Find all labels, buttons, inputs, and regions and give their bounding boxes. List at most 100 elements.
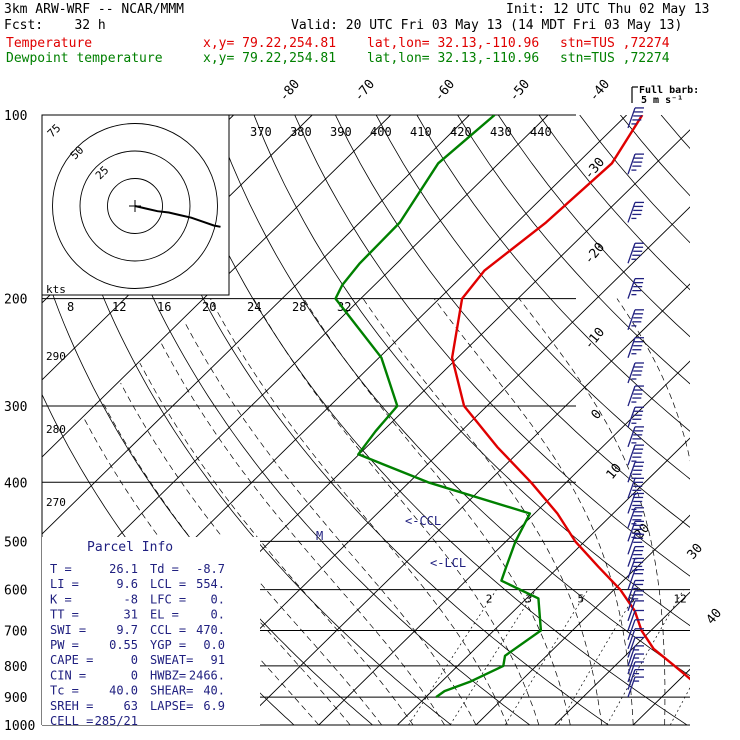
parcel-info: Parcel Info T = 26.1 Td = -8.7 LI = 9.6 LCL = 55… bbox=[42, 537, 260, 728]
theta-label: 400 bbox=[370, 125, 392, 139]
parcel-key: YGP = bbox=[150, 638, 186, 652]
parcel-value: -8 bbox=[124, 592, 138, 606]
top-temp-label: -60 bbox=[432, 77, 459, 105]
wind-barb bbox=[627, 610, 636, 631]
hodograph-ring bbox=[52, 123, 218, 289]
dry-adiabat bbox=[90, 115, 531, 725]
dewpoint-station: stn=TUS ,72274 bbox=[560, 51, 670, 66]
ccl-annotation: <-CCL bbox=[405, 514, 441, 528]
parcel-value: 9.7 bbox=[116, 623, 138, 637]
dry-adiabat bbox=[253, 115, 690, 627]
hodograph-ring bbox=[107, 178, 163, 234]
wind-barb bbox=[627, 637, 636, 658]
moist-adiabat bbox=[616, 298, 690, 462]
mixing-ratio-line bbox=[449, 589, 537, 725]
pressure-label: 500 bbox=[4, 535, 27, 550]
valid-time: Valid: 20 UTC Fri 03 May 13 (14 MDT Fri … bbox=[291, 18, 683, 33]
parcel-key: SWEAT= bbox=[150, 653, 193, 667]
temperature-legend: Temperature bbox=[6, 36, 93, 51]
barb-legend: Full barb:5 m s⁻¹ bbox=[631, 85, 699, 106]
hodograph-speed-label: 20 bbox=[202, 300, 216, 314]
parcel-key: TT = bbox=[50, 608, 79, 622]
dry-adiabat bbox=[660, 115, 690, 150]
temperature-xy: x,y= 79.22,254.81 bbox=[203, 36, 337, 51]
wind-barb bbox=[627, 309, 636, 331]
parcel-key: EL = bbox=[150, 608, 179, 622]
pressure-label: 900 bbox=[4, 691, 27, 706]
parcel-key: SREH = bbox=[50, 699, 93, 713]
wind-barb bbox=[627, 507, 636, 528]
parcel-key: K = bbox=[50, 592, 72, 606]
parcel-value: 0.0 bbox=[203, 638, 225, 652]
parcel-value: 63 bbox=[124, 699, 138, 713]
parcel-value: 6.9 bbox=[203, 699, 225, 713]
parcel-value: 26.1 bbox=[109, 562, 138, 576]
mixing-ratio-lines: 2 3 5 8 12 20 bbox=[408, 589, 690, 725]
isotherm-line bbox=[632, 668, 690, 725]
parcel-key: Tc = bbox=[50, 684, 79, 698]
right-temp-label: 10 bbox=[604, 461, 626, 483]
dewpoint-latlon: lat,lon= 32.13,-110.96 bbox=[367, 51, 540, 66]
wind-barb bbox=[627, 462, 636, 483]
hodograph-speed-label: 8 bbox=[67, 300, 74, 314]
dry-adiabat bbox=[497, 115, 690, 338]
chart-header: 3km ARW-WRF -- NCAR/MMM Init: 12 UTC Thu… bbox=[0, 0, 740, 70]
parcel-key: LAPSE= bbox=[150, 699, 193, 713]
init-time: Init: 12 UTC Thu 02 May 13 bbox=[506, 2, 710, 17]
parcel-key: LCL = bbox=[150, 577, 186, 591]
legend-title: Full barb: bbox=[639, 85, 699, 96]
theta-e-label: 280 bbox=[46, 423, 66, 436]
parcel-title: Parcel Info bbox=[87, 540, 173, 555]
theta-label: 430 bbox=[490, 125, 512, 139]
moist-adiabat bbox=[159, 341, 445, 725]
moist-adiabat bbox=[120, 382, 382, 725]
pressure-label: 700 bbox=[4, 625, 27, 640]
parcel-key: SWI = bbox=[50, 623, 86, 637]
wind-barb bbox=[627, 645, 636, 667]
parcel-value: 0 bbox=[131, 653, 138, 667]
parcel-value: 31 bbox=[124, 608, 138, 622]
isotherm-line bbox=[554, 591, 690, 725]
wind-barb bbox=[627, 202, 636, 223]
theta-labels: 370 380 390 400 410 420 430 440 290 280 270 bbox=[46, 125, 552, 509]
dry-adiabat bbox=[172, 115, 688, 725]
moist-adiabat bbox=[433, 298, 634, 725]
wind-barb bbox=[627, 590, 636, 612]
wind-barb bbox=[627, 337, 636, 358]
parcel-value: 2466. bbox=[189, 668, 225, 682]
top-temp-label: -40 bbox=[587, 77, 614, 105]
wind-barb bbox=[627, 546, 636, 567]
hodograph-trace bbox=[134, 205, 221, 228]
parcel-key: CELL = bbox=[50, 714, 93, 728]
parcel-value: 91 bbox=[211, 653, 225, 667]
parcel-value: 285/21 bbox=[95, 714, 138, 728]
right-temp-label: 0 bbox=[589, 407, 606, 423]
wind-barb bbox=[627, 444, 636, 466]
wind-barb bbox=[627, 493, 636, 514]
isotherm-line bbox=[397, 437, 690, 725]
hodograph-kts-label: kts bbox=[46, 283, 66, 296]
wind-barb bbox=[627, 385, 636, 407]
moist-adiabat bbox=[83, 418, 320, 725]
dry-adiabat bbox=[50, 115, 452, 725]
parcel-box bbox=[42, 537, 260, 725]
right-temp-label: 40 bbox=[704, 606, 726, 628]
moist-adiabat bbox=[717, 299, 740, 725]
theta-label: 390 bbox=[330, 125, 352, 139]
theta-e-label: 290 bbox=[46, 350, 66, 363]
parcel-key: HWBZ= bbox=[150, 668, 186, 682]
dry-adiabat bbox=[294, 115, 690, 577]
wind-barb bbox=[627, 600, 636, 622]
mixing-ratio-label: 5 bbox=[577, 592, 584, 605]
wind-barb bbox=[627, 676, 636, 698]
wind-barb bbox=[627, 580, 636, 601]
hodograph-ring bbox=[79, 150, 191, 262]
right-temp-label: 30 bbox=[685, 541, 707, 563]
pressure-label: 100 bbox=[4, 109, 27, 124]
hodograph-speed-label: 24 bbox=[247, 300, 261, 314]
pressure-label: 600 bbox=[4, 584, 27, 599]
parcel-key: PW = bbox=[50, 638, 79, 652]
theta-label: 410 bbox=[410, 125, 432, 139]
theta-label: 440 bbox=[530, 125, 552, 139]
